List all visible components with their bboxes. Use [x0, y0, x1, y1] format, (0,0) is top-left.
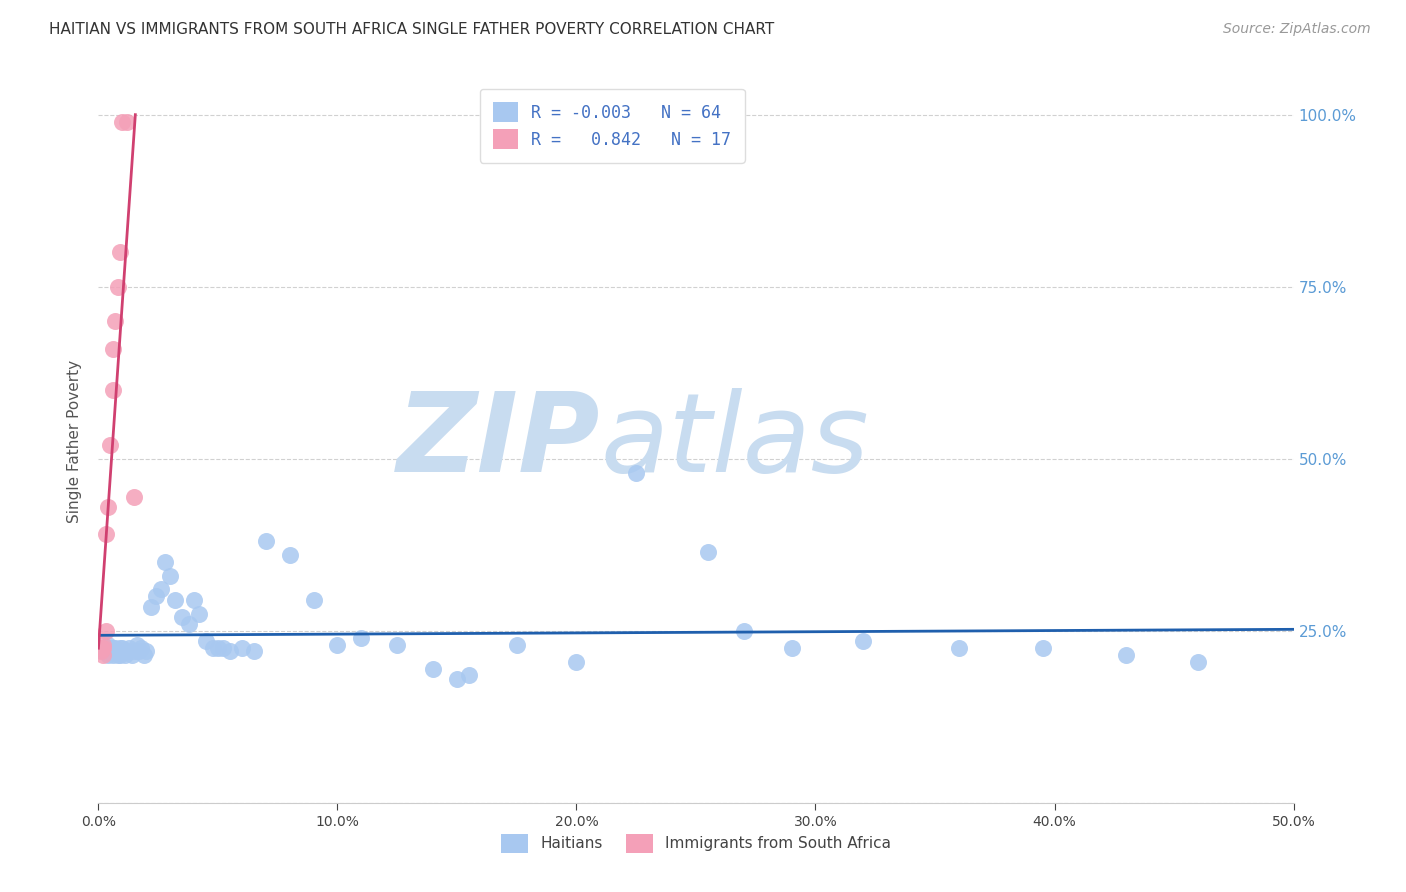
Point — [98, 438, 122, 452]
Point — [94, 624, 117, 638]
Point — [131, 640, 153, 655]
Point — [111, 640, 134, 655]
Point — [179, 616, 201, 631]
Point — [90, 640, 112, 655]
Point — [107, 279, 129, 293]
Point — [187, 607, 209, 621]
Text: HAITIAN VS IMMIGRANTS FROM SOUTH AFRICA SINGLE FATHER POVERTY CORRELATION CHART: HAITIAN VS IMMIGRANTS FROM SOUTH AFRICA … — [49, 22, 775, 37]
Point — [108, 245, 131, 260]
Point — [90, 640, 112, 655]
Point — [90, 644, 112, 658]
Point — [149, 582, 172, 597]
Point — [626, 466, 648, 480]
Point — [350, 631, 373, 645]
Y-axis label: Single Father Poverty: Single Father Poverty — [67, 360, 83, 523]
Point — [446, 672, 468, 686]
Point — [852, 634, 875, 648]
Point — [107, 648, 129, 662]
Point — [1115, 648, 1137, 662]
Point — [101, 342, 124, 356]
Point — [97, 638, 120, 652]
Point — [202, 640, 225, 655]
Point — [124, 490, 146, 504]
Legend: Haitians, Immigrants from South Africa: Haitians, Immigrants from South Africa — [494, 826, 898, 860]
Point — [111, 644, 134, 658]
Point — [121, 648, 143, 662]
Point — [98, 640, 122, 655]
Point — [128, 644, 150, 658]
Point — [101, 648, 124, 662]
Point — [1032, 640, 1054, 655]
Point — [458, 668, 481, 682]
Point — [104, 314, 127, 328]
Point — [302, 592, 325, 607]
Point — [91, 648, 114, 662]
Point — [97, 500, 120, 514]
Point — [104, 644, 127, 658]
Point — [94, 527, 117, 541]
Point — [155, 555, 177, 569]
Point — [115, 114, 138, 128]
Point — [132, 648, 155, 662]
Point — [108, 640, 131, 655]
Point — [780, 640, 803, 655]
Point — [139, 599, 162, 614]
Point — [91, 644, 114, 658]
Point — [254, 534, 277, 549]
Point — [278, 548, 301, 562]
Point — [172, 610, 194, 624]
Point — [97, 648, 120, 662]
Point — [243, 644, 266, 658]
Point — [565, 655, 588, 669]
Point — [111, 114, 134, 128]
Point — [231, 640, 253, 655]
Point — [207, 640, 229, 655]
Point — [183, 592, 205, 607]
Point — [135, 644, 157, 658]
Text: atlas: atlas — [600, 388, 869, 495]
Point — [101, 640, 124, 655]
Point — [108, 648, 131, 662]
Point — [104, 640, 127, 655]
Point — [125, 638, 148, 652]
Point — [118, 640, 141, 655]
Point — [733, 624, 755, 638]
Point — [107, 644, 129, 658]
Point — [124, 644, 146, 658]
Point — [98, 644, 122, 658]
Point — [91, 638, 114, 652]
Point — [385, 638, 409, 652]
Point — [163, 592, 186, 607]
Point — [114, 648, 136, 662]
Point — [145, 590, 167, 604]
Point — [326, 638, 349, 652]
Point — [1187, 655, 1209, 669]
Text: Source: ZipAtlas.com: Source: ZipAtlas.com — [1223, 22, 1371, 37]
Point — [211, 640, 233, 655]
Point — [101, 383, 124, 397]
Point — [506, 638, 529, 652]
Point — [94, 640, 117, 655]
Point — [697, 544, 720, 558]
Point — [91, 640, 114, 655]
Point — [422, 662, 444, 676]
Point — [159, 568, 181, 582]
Point — [115, 644, 138, 658]
Point — [195, 634, 218, 648]
Text: ZIP: ZIP — [396, 388, 600, 495]
Point — [219, 644, 242, 658]
Point — [948, 640, 970, 655]
